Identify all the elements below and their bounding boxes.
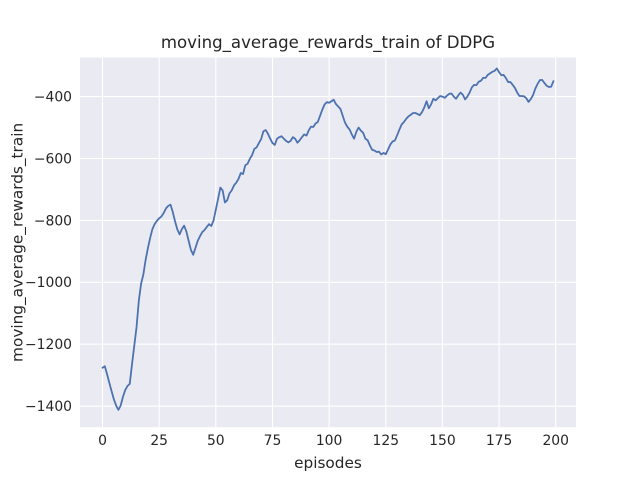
x-tick-label: 150 xyxy=(429,433,456,449)
y-tick-label: −1400 xyxy=(25,399,72,415)
reward-line xyxy=(101,67,555,411)
x-tick-label: 100 xyxy=(316,433,343,449)
y-axis-label: moving_average_rewards_train xyxy=(9,123,28,362)
x-tick-label: 25 xyxy=(150,433,168,449)
chart-title: moving_average_rewards_train of DDPG xyxy=(161,33,495,53)
y-tick-label: −800 xyxy=(34,213,72,229)
grid-layer xyxy=(80,57,576,428)
y-tick-label: −1000 xyxy=(25,275,72,291)
x-axis-label: episodes xyxy=(294,454,362,472)
y-tick-label: −600 xyxy=(34,151,72,167)
x-tick-label: 0 xyxy=(98,433,107,449)
plot-area xyxy=(80,57,576,428)
y-tick-label: −1200 xyxy=(25,337,72,353)
tick-layer: 0 25 50 75 100 125 150 175 200 −400 −600 −800 −1000 −… xyxy=(25,90,569,450)
x-tick-label: 200 xyxy=(542,433,569,449)
y-tick-label: −400 xyxy=(34,90,72,106)
x-tick-label: 125 xyxy=(373,433,400,449)
series-layer xyxy=(101,67,555,411)
x-tick-label: 175 xyxy=(486,433,513,449)
x-tick-label: 50 xyxy=(207,433,225,449)
x-tick-label: 75 xyxy=(264,433,282,449)
